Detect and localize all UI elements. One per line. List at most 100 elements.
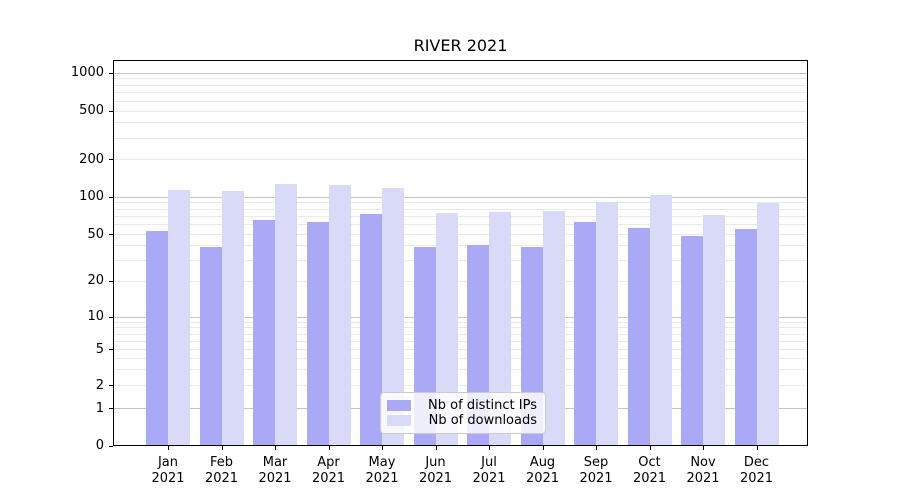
gridline-minor <box>114 122 807 124</box>
x-tick-label: May 2021 <box>365 455 399 486</box>
bar-downloads-mar <box>275 184 297 445</box>
bar-downloads-jun <box>435 212 458 445</box>
y-tick-mark <box>109 316 113 318</box>
x-tick-label: Aug 2021 <box>525 455 560 486</box>
x-tick-mark <box>542 446 544 450</box>
gridline-minor <box>114 340 807 342</box>
x-tick-label: Sep 2021 <box>579 455 613 486</box>
gridline-minor <box>114 385 807 387</box>
bar-downloads-nov <box>703 215 725 445</box>
bar-ips-sep <box>574 222 596 445</box>
x-tick-mark <box>275 446 276 450</box>
y-tick-label: 1000 <box>70 65 104 80</box>
bar-downloads-sep <box>596 202 618 445</box>
y-tick-mark <box>109 408 113 409</box>
y-tick-label: 500 <box>79 103 104 118</box>
gridline-minor <box>114 215 807 217</box>
gridline-minor <box>114 358 807 360</box>
gridline-minor <box>114 321 807 323</box>
bar-ips-nov <box>681 236 703 445</box>
y-tick-mark <box>109 445 113 447</box>
gridline-minor <box>114 280 807 282</box>
gridline-minor <box>114 84 807 86</box>
bar-downloads-feb <box>221 190 244 445</box>
y-tick-label: 1 <box>95 400 104 416</box>
gridline-major <box>114 196 807 198</box>
bar-downloads-jan <box>168 190 190 445</box>
bar-ips-oct <box>627 227 650 445</box>
gridline-minor <box>114 100 807 102</box>
x-tick-label: Nov 2021 <box>686 455 720 486</box>
bar-downloads-aug <box>542 210 565 445</box>
gridline-minor <box>114 202 807 204</box>
legend-label-distinct-ips: Nb of distinct IPs <box>428 397 537 413</box>
y-tick-mark <box>109 72 113 74</box>
bar-ips-may <box>360 214 382 445</box>
y-tick-mark <box>109 349 113 351</box>
y-tick-label: 100 <box>79 189 104 204</box>
bar-downloads-oct <box>649 194 672 445</box>
gridline-minor <box>114 224 807 226</box>
bar-ips-feb <box>199 246 222 445</box>
legend-label-downloads: Nb of downloads <box>428 412 537 428</box>
y-tick-mark <box>109 159 113 161</box>
x-tick-mark <box>221 446 223 450</box>
gridline-minor <box>114 208 807 210</box>
gridline-minor <box>114 369 807 371</box>
gridline-minor <box>114 78 807 80</box>
bar-ips-jan <box>146 230 168 445</box>
legend-swatch-distinct-ips <box>387 400 411 411</box>
bar-downloads-dec <box>756 203 779 445</box>
x-tick-label: Oct 2021 <box>632 455 667 486</box>
gridline-minor <box>114 92 807 94</box>
gridline-minor <box>114 245 807 247</box>
x-tick-mark <box>703 446 704 450</box>
y-tick-mark <box>109 280 113 282</box>
y-tick-mark <box>109 196 113 198</box>
y-tick-mark <box>109 110 113 112</box>
gridline-major <box>114 72 807 74</box>
y-tick-label: 20 <box>87 273 104 288</box>
y-tick-label: 10 <box>87 309 104 325</box>
gridline-minor <box>114 327 807 329</box>
gridline-minor <box>114 159 807 161</box>
gridline-minor <box>114 110 807 112</box>
x-tick-mark <box>489 446 490 450</box>
bar-ips-dec <box>734 228 757 445</box>
x-tick-mark <box>649 446 651 450</box>
gridline-minor <box>114 259 807 261</box>
x-tick-label: Feb 2021 <box>204 455 239 486</box>
x-tick-mark <box>382 446 383 450</box>
x-tick-mark <box>328 446 330 450</box>
legend-swatch-downloads <box>387 415 411 426</box>
bar-ips-apr <box>306 221 329 445</box>
y-tick-mark <box>109 234 113 235</box>
gridline-minor <box>114 333 807 335</box>
y-tick-label: 0 <box>95 438 104 453</box>
legend-item-downloads: Nb of downloads <box>387 413 537 428</box>
x-tick-mark <box>596 446 597 450</box>
x-tick-mark <box>756 446 758 450</box>
gridline-major <box>114 316 807 318</box>
gridline-minor <box>114 349 807 351</box>
y-tick-label: 5 <box>95 341 104 357</box>
x-tick-label: Jul 2021 <box>472 455 506 486</box>
x-tick-label: Jan 2021 <box>151 455 185 486</box>
bar-downloads-may <box>382 187 404 445</box>
bar-downloads-apr <box>328 185 351 445</box>
bar-ips-mar <box>253 219 275 445</box>
gridline-minor <box>114 137 807 139</box>
x-tick-label: Dec 2021 <box>739 455 774 486</box>
y-tick-label: 50 <box>87 226 104 242</box>
plot-area: 0 1 2 5 10 20 50 100 200 500 1000 Jan 2021 Feb 2021… <box>71 60 808 486</box>
x-tick-mark <box>435 446 437 450</box>
y-tick-mark <box>109 385 113 387</box>
x-tick-label: Apr 2021 <box>311 455 346 486</box>
x-tick-mark <box>168 446 169 450</box>
legend: Nb of distinct IPs Nb of downloads <box>380 392 546 434</box>
y-tick-label: 2 <box>95 377 104 393</box>
bar-downloads-jul <box>489 212 511 445</box>
x-tick-label: Jun 2021 <box>418 455 453 486</box>
y-tick-label: 200 <box>79 151 104 167</box>
